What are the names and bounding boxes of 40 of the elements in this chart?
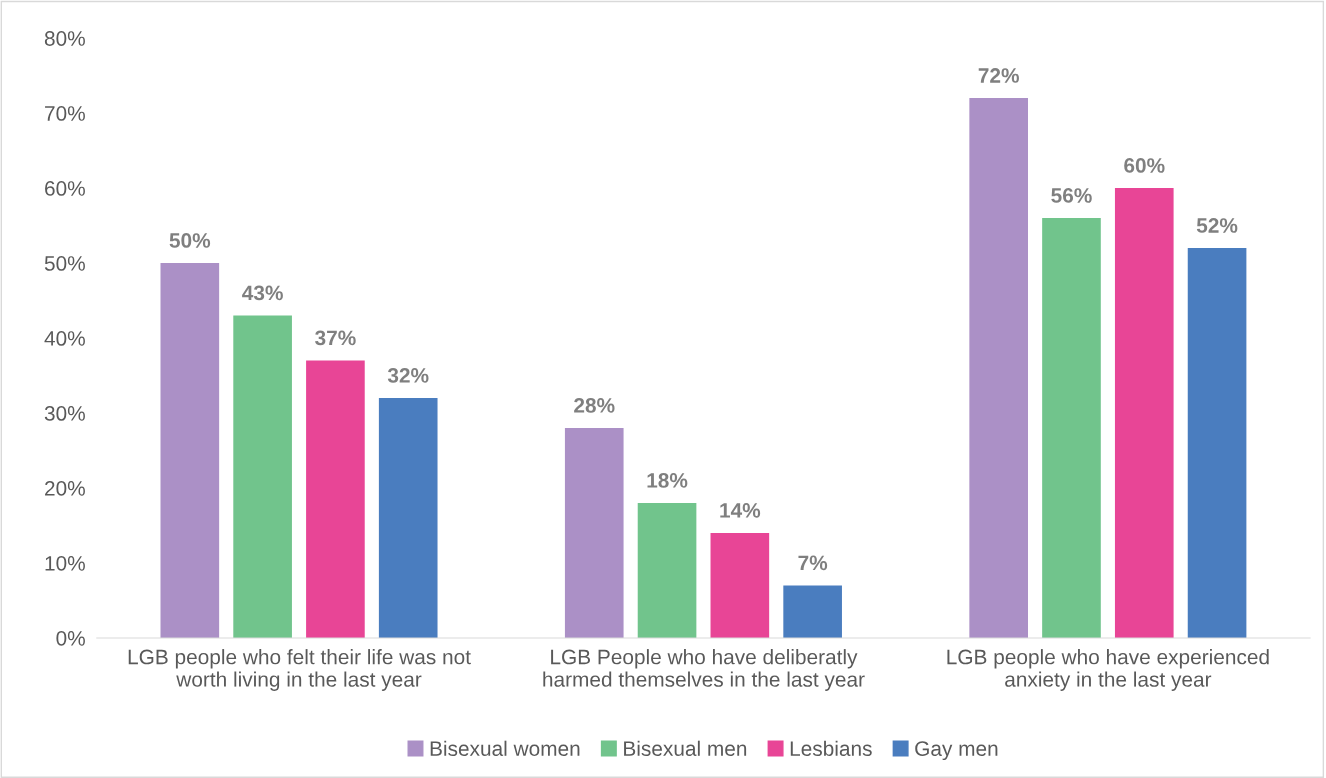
- y-tick-label: 50%: [44, 256, 85, 271]
- bar: [1042, 218, 1101, 638]
- bar: [969, 98, 1028, 638]
- bar: [710, 532, 770, 638]
- data-label: 52%: [1196, 218, 1238, 233]
- y-tick-label: 40%: [44, 331, 85, 346]
- legend-label: Bisexual men: [624, 740, 747, 756]
- y-tick-label: 30%: [44, 406, 85, 421]
- data-label: 7%: [798, 555, 828, 571]
- bar: [1114, 188, 1174, 638]
- bar: [637, 503, 697, 638]
- data-label: 28%: [574, 398, 615, 413]
- bar: [564, 428, 624, 638]
- x-tick-label: LGB people who have experienced anxiety in the last year: [947, 649, 1269, 691]
- data-label: 60%: [1124, 158, 1165, 173]
- y-tick-label: 20%: [45, 481, 85, 496]
- bar: [160, 263, 220, 638]
- data-label: 18%: [647, 473, 688, 488]
- bar: [783, 585, 842, 638]
- x-tick-label: LGB People who have deliberatly harmed themselves in the last year: [543, 649, 865, 691]
- data-label: 14%: [720, 503, 761, 518]
- legend-label: Gay men: [915, 741, 998, 761]
- data-label: 50%: [169, 233, 211, 248]
- y-tick-label: 0%: [56, 630, 85, 646]
- data-label: 43%: [242, 285, 283, 301]
- data-label: 72%: [978, 68, 1019, 83]
- data-label: 37%: [315, 330, 356, 346]
- legend-label: Bisexual women: [430, 740, 580, 756]
- bar: [306, 360, 365, 638]
- y-tick-label: 60%: [45, 181, 85, 196]
- bar: [233, 315, 292, 638]
- legend-label: Lesbians: [790, 740, 872, 756]
- y-tick-label: 80%: [44, 31, 85, 46]
- y-tick-label: 70%: [45, 106, 85, 121]
- x-tick-label: LGB people who felt their life was not worth living in the last year: [128, 649, 471, 691]
- bar: [1187, 248, 1247, 638]
- data-label: 32%: [387, 368, 429, 383]
- data-label: 56%: [1051, 188, 1092, 203]
- y-tick-label: 10%: [45, 555, 85, 571]
- bar: [378, 398, 438, 638]
